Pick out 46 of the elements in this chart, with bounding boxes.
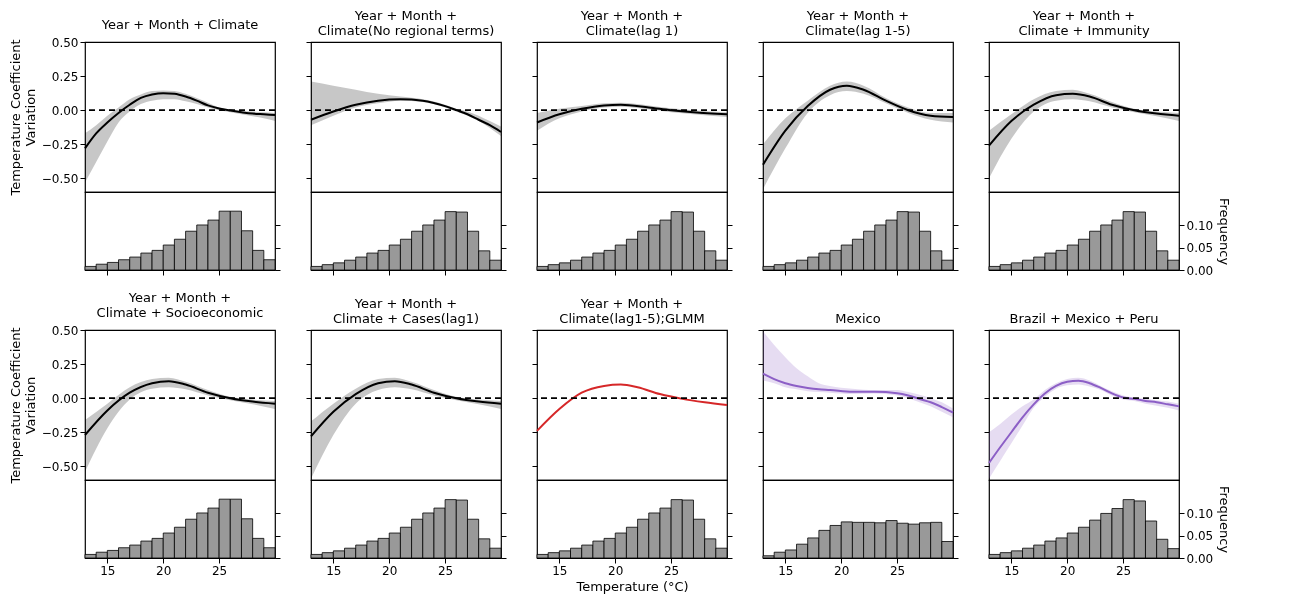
x-tick-label: 25 (889, 563, 906, 578)
y-tick-label: −0.50 (41, 459, 79, 474)
x-axis-title: Temperature (°C) (575, 578, 689, 594)
y-tick-label: 0.05 (1186, 529, 1214, 544)
y-tick-label: −0.50 (41, 171, 79, 186)
y-tick-label: −0.25 (41, 137, 79, 152)
x-tick-label: 15 (552, 563, 568, 578)
x-tick-label: 20 (1060, 563, 1076, 578)
x-tick-label: 25 (663, 563, 680, 578)
chart-title: Brazil + Mexico + Peru (1009, 310, 1159, 326)
y-tick-label: 0.00 (1186, 263, 1214, 278)
y-tick-label: 0.25 (51, 69, 79, 84)
y-tick-label: 0.00 (1186, 551, 1214, 566)
x-tick-label: 20 (608, 563, 624, 578)
y-axis-title: Frequency (1217, 485, 1233, 554)
x-tick-label: 15 (1004, 563, 1020, 578)
y-tick-label: 0.00 (51, 103, 79, 118)
y-axis-title: Temperature Coefficient Variation (7, 327, 38, 485)
chart-title: Year + Month + Climate + Immunity (1018, 7, 1150, 38)
y-tick-label: 0.10 (1186, 506, 1214, 521)
y-tick-label: 0.50 (51, 323, 79, 338)
chart-title: Year + Month + Climate + Cases(lag1) (332, 295, 480, 326)
x-tick-label: 15 (326, 563, 342, 578)
chart-title: Year + Month + Climate (100, 17, 259, 32)
y-tick-label: 0.05 (1186, 241, 1214, 256)
chart-title: Year + Month + Climate + Socioeconomic (96, 290, 264, 320)
y-tick-label: 0.10 (1186, 218, 1214, 233)
chart-title: Mexico (835, 310, 881, 326)
y-axis-title: Temperature Coefficient Variation (7, 39, 38, 197)
y-tick-label: 0.25 (51, 357, 79, 372)
y-tick-label: −0.25 (41, 425, 79, 440)
x-tick-label: 15 (100, 563, 116, 578)
x-tick-label: 15 (778, 563, 794, 578)
y-tick-label: 0.00 (51, 391, 79, 406)
y-axis-title: Frequency (1217, 197, 1233, 266)
x-tick-label: 25 (1115, 563, 1132, 578)
y-tick-label: 0.50 (51, 35, 79, 50)
chart-title: Year + Month + Climate(lag1-5);GLMM (559, 295, 705, 326)
chart-title: Year + Month + Climate(No regional terms) (317, 7, 495, 38)
x-tick-label: 20 (834, 563, 850, 578)
chart-title: Year + Month + Climate(lag 1) (579, 7, 684, 38)
x-tick-label: 20 (382, 563, 398, 578)
x-tick-label: 25 (437, 563, 454, 578)
chart-title: Year + Month + Climate(lag 1-5) (805, 7, 911, 38)
x-tick-label: 25 (211, 563, 228, 578)
x-tick-label: 20 (156, 563, 172, 578)
